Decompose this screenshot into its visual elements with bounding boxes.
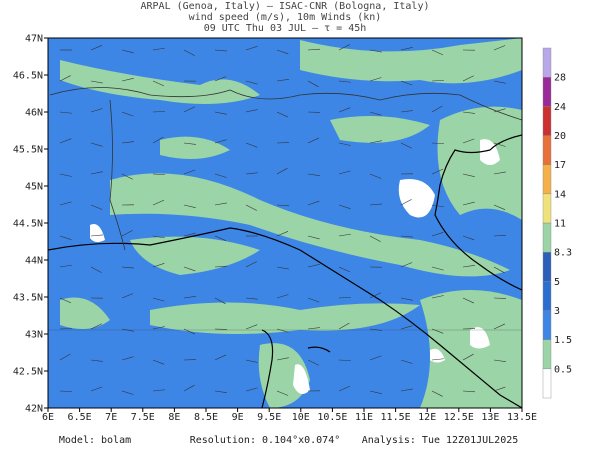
- colorbar-segment: [543, 48, 551, 77]
- colorbar-segment: [543, 223, 551, 252]
- lat-label: 42.5N: [13, 367, 43, 378]
- colorbar-label: 8.3: [554, 248, 572, 259]
- lat-label: 44.5N: [13, 219, 43, 230]
- lon-label: 11.5E: [381, 412, 411, 423]
- header-line: 09 UTC Thu 03 JUL — τ = 45h: [204, 23, 367, 34]
- colorbar-segment: [543, 281, 551, 310]
- colorbar-segment: [543, 136, 551, 165]
- colorbar-label: 14: [554, 189, 566, 200]
- map-field: [48, 38, 522, 408]
- lon-label: 13.5E: [507, 412, 537, 423]
- colorbar-label: 17: [554, 160, 566, 171]
- lon-axis: 6E 6.5E 7E 7.5E 8E 8.5E 9E 9.5E 10E 10.5E 11E 11.5E…: [42, 408, 537, 423]
- colorbar-label: 20: [554, 131, 566, 142]
- colorbar-label: 11: [554, 219, 566, 230]
- lat-label: 46.5N: [13, 71, 43, 82]
- colorbar-label: 5: [554, 277, 560, 288]
- footer-item: Model: bolam: [59, 435, 131, 446]
- colorbar-segment: [543, 252, 551, 281]
- colorbar-segment: [543, 340, 551, 369]
- lon-label: 13E: [481, 412, 499, 423]
- lat-label: 44N: [25, 256, 43, 267]
- lon-label: 11E: [355, 412, 373, 423]
- header-line: ARPAL (Genoa, Italy) — ISAC-CNR (Bologna…: [141, 1, 430, 12]
- colorbar-segment: [543, 311, 551, 340]
- lat-label: 45.5N: [13, 145, 43, 156]
- lon-label: 9E: [232, 412, 244, 423]
- lon-label: 7.5E: [131, 412, 155, 423]
- header-line: wind speed (m/s), 10m Winds (kn): [189, 12, 382, 23]
- footer-item: Analysis: Tue 12Z01JUL2025: [362, 435, 519, 446]
- colorbar-label: 0.5: [554, 364, 572, 375]
- lat-label: 43N: [25, 330, 43, 341]
- lat-label: 46N: [25, 108, 43, 119]
- colorbar-segment: [543, 77, 551, 106]
- lon-label: 12E: [418, 412, 436, 423]
- colorbar-segment: [543, 194, 551, 223]
- lat-label: 45N: [25, 182, 43, 193]
- colorbar-label: 24: [554, 102, 566, 113]
- colorbar-segment: [543, 369, 551, 398]
- colorbar-segment: [543, 165, 551, 194]
- lon-label: 6.5E: [68, 412, 92, 423]
- lat-label: 42N: [25, 404, 43, 415]
- colorbar-segment: [543, 106, 551, 135]
- lon-label: 10E: [292, 412, 310, 423]
- lat-label: 43.5N: [13, 293, 43, 304]
- colorbar: 0.5 1.5 3 5 8.3 11 14 17 20 24 28: [543, 48, 572, 398]
- lat-label: 47N: [25, 34, 43, 45]
- colorbar-label: 28: [554, 73, 566, 84]
- lon-label: 12.5E: [444, 412, 474, 423]
- lat-axis: 42N 42.5N 43N 43.5N 44N 44.5N 45N 45.5N 46N 46.5N…: [13, 34, 48, 415]
- colorbar-label: 1.5: [554, 335, 572, 346]
- footer-item: Resolution: 0.104°x0.074°: [190, 435, 341, 446]
- colorbar-label: 3: [554, 306, 560, 317]
- lon-label: 10.5E: [317, 412, 347, 423]
- footer: Model: bolam Resolution: 0.104°x0.074° Ana…: [59, 435, 518, 446]
- lon-label: 9.5E: [257, 412, 281, 423]
- lon-label: 7E: [105, 412, 117, 423]
- lon-label: 6E: [42, 412, 54, 423]
- lon-label: 8E: [168, 412, 180, 423]
- lon-label: 8.5E: [194, 412, 218, 423]
